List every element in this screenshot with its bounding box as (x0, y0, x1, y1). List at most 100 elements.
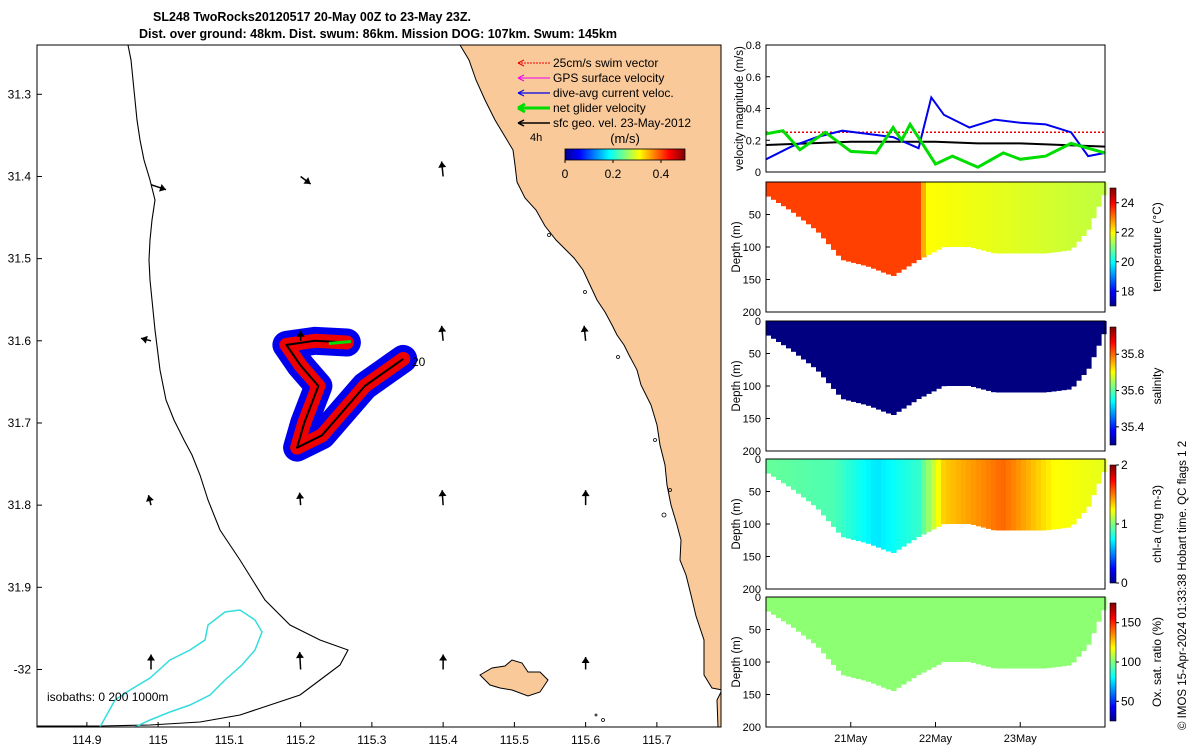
section-data-column (801, 182, 807, 221)
section-data-column (1071, 597, 1077, 663)
credit-text: © IMOS 15-Apr-2024 01:33:38 Hobart time.… (1177, 441, 1189, 730)
section-colorbar-label: Ox. sat. ratio (%) (1150, 617, 1164, 707)
section-data-column (1081, 182, 1087, 236)
section-data-column (891, 459, 897, 553)
map-y-tick-label: -32 (14, 662, 32, 676)
section-data-column (856, 182, 862, 265)
map-frame (36, 44, 722, 728)
section-data-column (966, 597, 972, 662)
depth-section-panel: 0 50 100 150 200 Depth (m) 35.4 35.6 35.8 salinit… (731, 316, 1164, 458)
section-data-column (841, 597, 847, 676)
section-y-tick-label: 50 (749, 487, 761, 499)
depth-section-panel: 0 50 100 150 200 Depth (m) 50 100 150 Ox. sat. ra… (731, 592, 1164, 734)
section-colorbar-tick-label: 22 (1121, 225, 1135, 239)
section-data-column (906, 459, 912, 544)
section-colorbar-tick-label: 2 (1121, 458, 1128, 472)
section-data-column (1021, 182, 1027, 254)
legend-arrowhead-net (517, 102, 526, 114)
sfc-geo-vector-arrowhead (159, 183, 166, 192)
section-data-column (1101, 182, 1107, 196)
section-data-column (1081, 597, 1087, 651)
section-data-column (936, 459, 942, 527)
section-data-column (816, 321, 822, 372)
section-data-column (1076, 182, 1082, 242)
section-y-tick-label: 100 (743, 381, 761, 393)
section-colorbar-tick-label: 150 (1121, 616, 1141, 630)
map-y-tick-label: 31.5 (8, 252, 32, 266)
section-colorbar-label: temperature (°C) (1150, 202, 1164, 292)
section-data-column (966, 182, 972, 247)
section-data-column (866, 459, 872, 544)
section-data-column (801, 321, 807, 360)
section-data-column (936, 321, 942, 389)
section-data-column (851, 597, 857, 678)
glider-track-line (285, 339, 404, 449)
section-data-column (786, 459, 792, 487)
section-data-column (796, 321, 802, 356)
map-colorbar-ticks: 0 0.2 0.4 (562, 160, 670, 181)
section-data-column (831, 459, 837, 527)
section-data-column (1096, 182, 1102, 207)
section-data-column (921, 459, 927, 535)
section-data-column (1001, 182, 1007, 254)
legend-arrowhead-swim (517, 59, 525, 67)
section-data-column (941, 321, 947, 387)
section-data-column (1026, 459, 1032, 531)
section-data-column (826, 321, 832, 384)
section-y-tick-label: 100 (743, 242, 761, 254)
title-line2: Dist. over ground: 48km. Dist. swum: 86k… (139, 27, 617, 41)
isobath-200m (37, 45, 349, 727)
section-data-column (1016, 459, 1022, 531)
section-y-axis-label: Depth (m) (731, 636, 743, 687)
section-data-column (866, 597, 872, 682)
section-data-column (941, 182, 947, 248)
section-data-column (841, 459, 847, 538)
section-colorbar-tick-label: 100 (1121, 655, 1141, 669)
section-data-column (786, 182, 792, 210)
section-data-column (1091, 182, 1097, 219)
section-data-column (1066, 597, 1072, 666)
velocity-y-tick-label: 0.2 (746, 135, 761, 147)
section-y-tick-label: 0 (755, 316, 761, 328)
section-data-column (1036, 459, 1042, 531)
sfc-geo-vector-arrowhead (295, 651, 304, 659)
velocity-y-tick-label: 0.8 (746, 40, 761, 52)
section-data-column (931, 597, 937, 668)
section-data-column (1071, 459, 1077, 525)
isobath-1000m (99, 609, 263, 727)
section-data-column (1076, 459, 1082, 519)
section-data-column (901, 182, 907, 270)
section-data-column (1101, 321, 1107, 335)
section-data-column (931, 321, 937, 392)
section-data-column (976, 597, 982, 665)
track-start-label: 20 (412, 355, 426, 369)
section-data-column (866, 321, 872, 406)
section-data-column (1026, 597, 1032, 669)
section-data-column (881, 321, 887, 412)
section-data-column (841, 182, 847, 261)
section-data-column (806, 597, 812, 640)
section-data-column (911, 182, 917, 264)
section-data-column (836, 321, 842, 395)
section-data-column (786, 321, 792, 349)
section-data-column (1096, 459, 1102, 484)
section-data-column (921, 182, 927, 258)
section-data-column (861, 182, 867, 266)
section-data-column (946, 597, 952, 662)
section-data-column (1036, 182, 1042, 254)
section-data-column (801, 597, 807, 636)
section-data-column (1036, 597, 1042, 669)
section-data-column (896, 182, 902, 273)
section-colorbar (1109, 464, 1117, 584)
sfc-geo-vector-arrowhead (147, 654, 155, 661)
section-data-column (1001, 321, 1007, 393)
land (460, 45, 721, 727)
section-data-column (996, 459, 1002, 531)
section-data-column (771, 459, 777, 477)
section-data-column (1031, 182, 1037, 254)
section-data-column (926, 182, 932, 255)
section-data-column (856, 459, 862, 542)
velocity-y-tick-label: 0 (755, 167, 761, 179)
section-data-column (781, 459, 787, 484)
section-data-column (1031, 597, 1037, 669)
